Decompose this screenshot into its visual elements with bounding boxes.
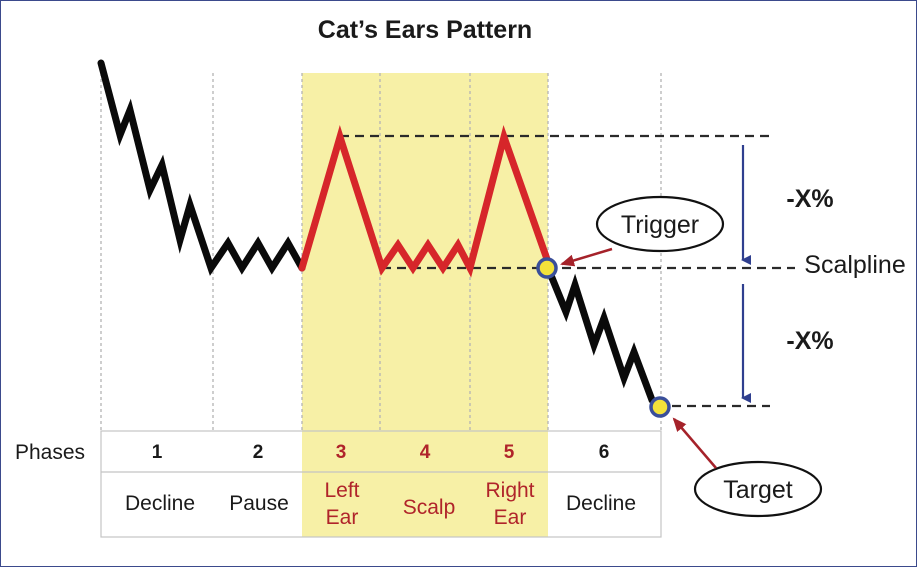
phase-name-1: Decline [125,492,195,515]
target-arrow [672,417,717,469]
trigger-arrow [560,247,613,267]
target-label: Target [723,476,793,504]
phase-number-3: 3 [336,442,347,463]
phase-number-1: 1 [152,442,163,463]
price-path-final-decline [544,264,663,411]
phase-name-6: Decline [566,492,636,515]
phase-number-5: 5 [504,442,515,463]
price-path-cats-ears [298,125,552,278]
drop-label-bottom: -X% [786,327,833,355]
phase-columns: 1 2 3 4 5 6 Decline Pause Left Ear Scalp… [125,442,636,529]
phase-number-4: 4 [420,442,431,463]
target-callout [693,460,823,518]
price-path-decline-pause [97,59,306,276]
phase-name-3-line2: Ear [326,506,359,529]
target-point [649,396,671,418]
phase-name-3-line1: Left [324,479,359,502]
phase-number-2: 2 [253,442,264,463]
phase-number-6: 6 [599,442,610,463]
phase-name-4: Scalp [403,496,456,519]
phases-label: Phases [15,441,85,464]
phase-name-5-line1: Right [485,479,534,502]
scalpline-label: Scalpline [804,251,905,279]
trigger-point [536,257,558,279]
diagram-title: Cat’s Ears Pattern [318,16,532,44]
trigger-callout [595,195,725,253]
drop-label-top: -X% [786,185,833,213]
trigger-label: Trigger [621,211,699,239]
phases-table [100,430,662,538]
phase-name-2: Pause [229,492,289,515]
phase-name-5-line2: Ear [494,506,527,529]
